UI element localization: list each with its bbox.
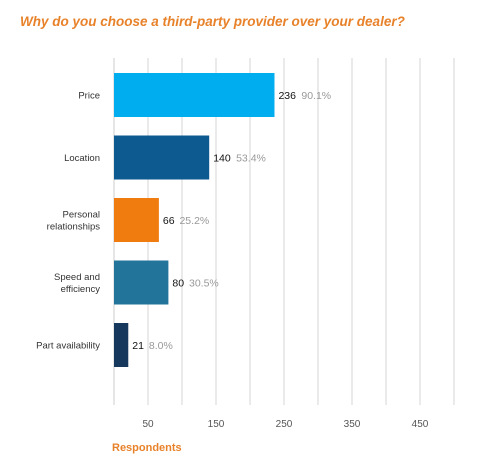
category-label: Part availability: [36, 341, 100, 352]
value-label: 236: [278, 90, 296, 102]
category-label: efficiency: [61, 284, 101, 295]
x-tick-label: 250: [276, 419, 293, 430]
x-tick-label: 350: [344, 419, 361, 430]
category-label: Speed and: [54, 272, 100, 283]
percent-label: 8.0%: [149, 340, 173, 352]
bar: [114, 73, 275, 117]
percent-label: 30.5%: [189, 278, 219, 290]
value-label: 66: [163, 215, 175, 227]
category-label: Price: [78, 91, 100, 102]
x-tick-label: 150: [208, 419, 225, 430]
chart-title: Why do you choose a third-party provider…: [20, 14, 405, 29]
percent-label: 90.1%: [301, 90, 331, 102]
x-axis-title: Respondents: [112, 442, 182, 454]
percent-label: 25.2%: [179, 215, 209, 227]
category-label: relationships: [47, 222, 101, 233]
category-label: Personal: [63, 210, 101, 221]
bar: [114, 323, 129, 367]
bar: [114, 135, 210, 180]
x-tick-label: 450: [412, 419, 429, 430]
percent-label: 53.4%: [236, 153, 266, 165]
value-label: 21: [132, 340, 144, 352]
bar: [114, 260, 169, 305]
value-label: 140: [213, 153, 231, 165]
value-label: 80: [172, 278, 184, 290]
bar: [114, 198, 159, 242]
x-tick-label: 50: [142, 419, 154, 430]
category-label: Location: [64, 153, 100, 164]
